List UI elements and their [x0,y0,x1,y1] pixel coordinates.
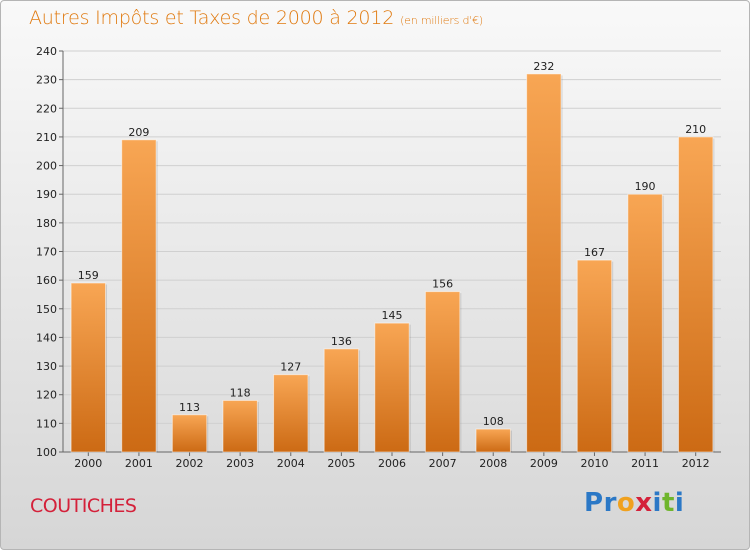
bar [424,291,461,453]
y-tick-label: 240 [36,45,57,58]
bar-value-label: 232 [533,60,554,73]
y-tick-label: 230 [36,74,57,87]
y-tick-label: 190 [36,188,57,201]
chart-subtitle: (en milliers d'€) [400,14,483,27]
x-tick-label: 2003 [226,457,254,470]
x-tick-label: 2008 [479,457,507,470]
x-tick-label: 2005 [327,457,355,470]
y-tick-label: 130 [36,360,57,373]
y-tick-label: 170 [36,246,57,259]
x-tick-label: 2006 [378,457,406,470]
logo-letter: x [635,488,653,518]
bar-value-label: 209 [128,126,149,139]
x-tick-label: 2001 [125,457,153,470]
x-tick-label: 2007 [429,457,457,470]
x-tick-label: 2010 [580,457,608,470]
chart-title-text: Autres Impôts et Taxes de 2000 à 2012 [29,7,395,29]
bar [222,399,258,453]
y-tick-label: 150 [36,303,57,316]
x-tick-label: 2009 [530,457,558,470]
logo-letter: o [616,488,636,518]
labels: 100 110 120 130 140 150 160 170 180 190 200 210 220 2… [36,45,710,470]
y-tick-label: 220 [36,102,57,115]
bar [475,428,511,453]
y-tick-label: 200 [36,160,57,173]
bar-value-label: 159 [78,269,99,282]
commune-name: COUTICHES [30,495,137,517]
x-tick-label: 2002 [176,457,204,470]
bar [627,193,663,453]
proxiti-logo: Proxiti [584,488,684,518]
logo-letter: t [661,488,675,518]
bar-value-label: 167 [584,246,605,259]
bar [677,136,714,453]
bar [526,73,562,453]
y-tick-label: 140 [36,331,57,344]
bar [171,414,208,453]
x-tick-label: 2000 [74,457,102,470]
bar [70,282,107,453]
bar-value-label: 113 [179,401,200,414]
chart-title: Autres Impôts et Taxes de 2000 à 2012 (en… [29,7,483,29]
bar-value-label: 145 [382,309,403,322]
bar-value-label: 136 [331,335,352,348]
bar [273,374,309,453]
bar-value-label: 118 [230,386,251,399]
bar [576,259,613,453]
bar [121,139,157,453]
bar-value-label: 156 [432,278,453,291]
bar-value-label: 190 [635,180,656,193]
logo-letter: i [652,488,662,518]
x-tick-label: 2004 [277,457,305,470]
y-tick-label: 120 [36,389,57,402]
bar [323,348,360,453]
y-tick-label: 210 [36,131,57,144]
bar-value-label: 108 [483,415,504,428]
bar-value-label: 127 [280,361,301,374]
bar [374,322,410,453]
x-tick-label: 2012 [682,457,710,470]
bars [70,73,715,453]
y-tick-label: 110 [36,417,57,430]
y-tick-label: 180 [36,217,57,230]
x-tick-label: 2011 [631,457,659,470]
logo-letter: i [674,488,685,518]
y-tick-label: 160 [36,274,57,287]
bar-value-label: 210 [685,123,706,136]
logo-letter: P [584,488,604,518]
logo-letter: r [603,488,617,518]
y-tick-label: 100 [36,446,57,459]
